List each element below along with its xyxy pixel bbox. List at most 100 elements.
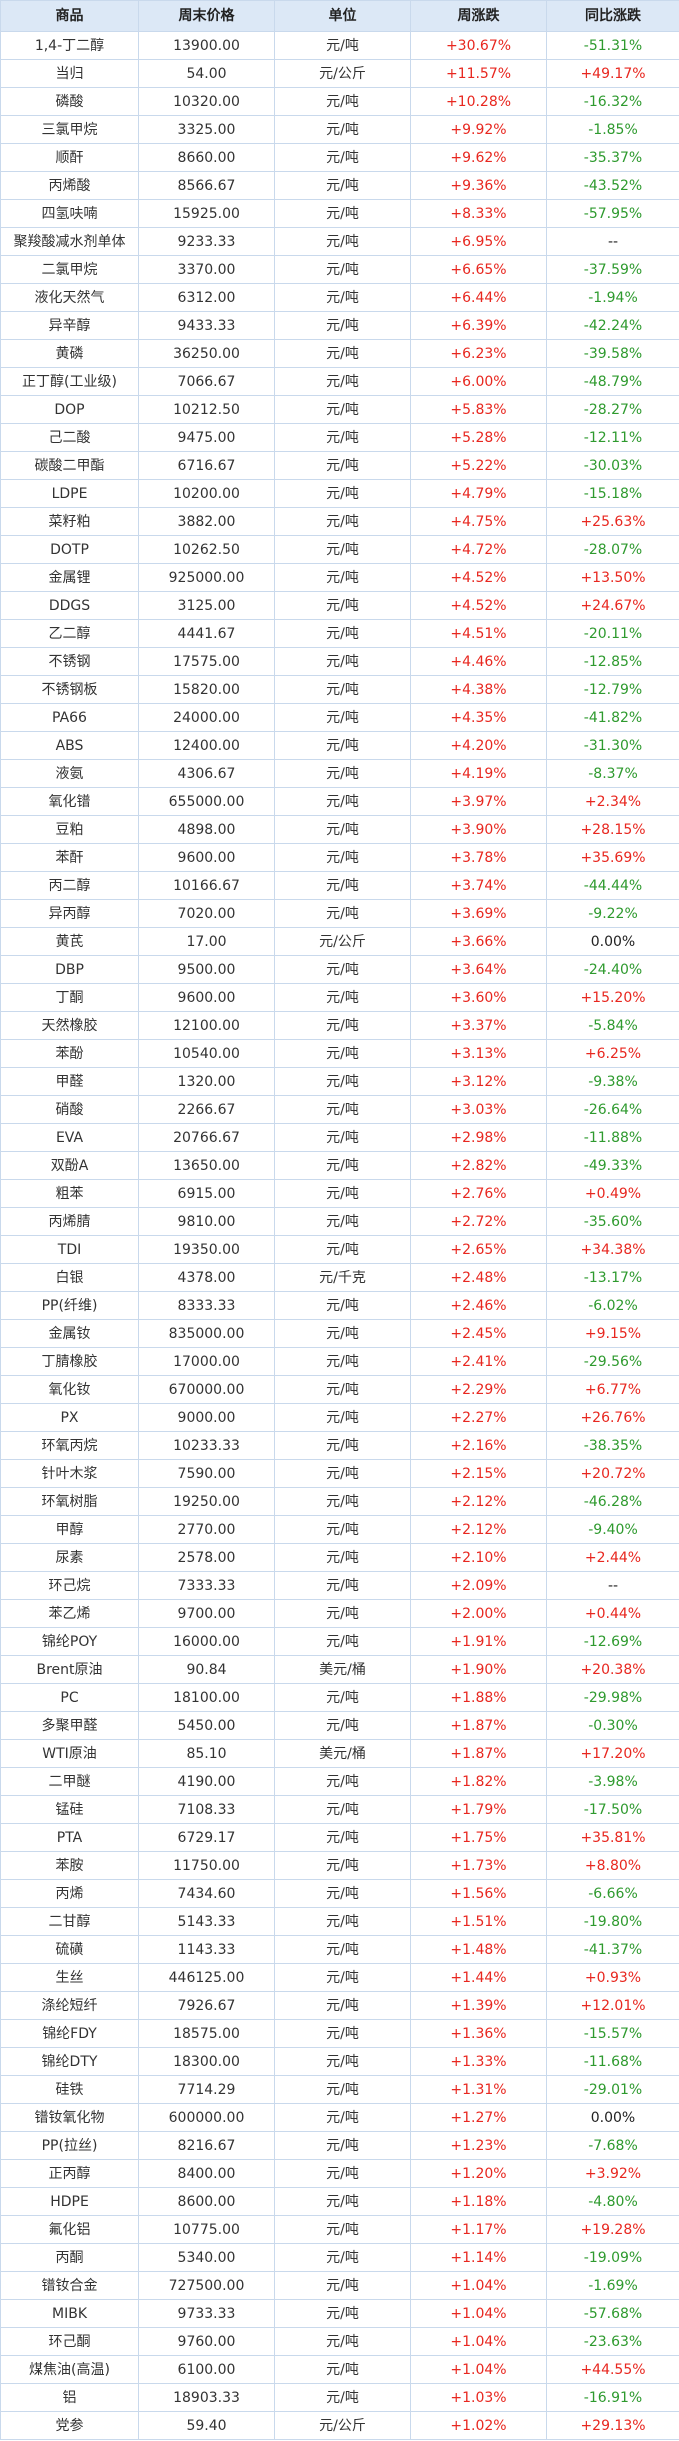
unit-cell: 元/吨 [274, 1487, 411, 1516]
yoy-change-cell: -5.84% [546, 1011, 679, 1040]
weekly-change-cell: +4.35% [410, 703, 547, 732]
unit-cell: 元/吨 [274, 2047, 411, 2076]
unit-cell: 元/吨 [274, 115, 411, 144]
table-row: 硝酸 2266.67 元/吨 +3.03% -26.64% [0, 1095, 679, 1124]
unit-cell: 元/吨 [274, 31, 411, 60]
commodity-cell: 苯酐 [0, 843, 139, 872]
weekly-change-cell: +2.10% [410, 1543, 547, 1572]
table-row: TDI 19350.00 元/吨 +2.65% +34.38% [0, 1235, 679, 1264]
price-cell: 7108.33 [138, 1795, 275, 1824]
commodity-cell: 金属锂 [0, 563, 139, 592]
yoy-change-cell: +26.76% [546, 1403, 679, 1432]
unit-cell: 元/吨 [274, 591, 411, 620]
weekly-change-cell: +6.65% [410, 255, 547, 284]
commodity-cell: 聚羧酸减水剂单体 [0, 227, 139, 256]
price-cell: 6312.00 [138, 283, 275, 312]
price-cell: 54.00 [138, 59, 275, 88]
yoy-change-cell: -6.66% [546, 1879, 679, 1908]
weekly-change-cell: +1.02% [410, 2411, 547, 2440]
table-row: 锦纶FDY 18575.00 元/吨 +1.36% -15.57% [0, 2019, 679, 2048]
unit-cell: 元/吨 [274, 507, 411, 536]
weekly-change-cell: +2.29% [410, 1375, 547, 1404]
table-row: 白银 4378.00 元/千克 +2.48% -13.17% [0, 1263, 679, 1292]
price-cell: 2770.00 [138, 1515, 275, 1544]
header-weekend-price: 周末价格 [138, 0, 275, 32]
price-cell: 4898.00 [138, 815, 275, 844]
commodity-cell: 丙烯 [0, 1879, 139, 1908]
weekly-change-cell: +1.90% [410, 1655, 547, 1684]
weekly-change-cell: +1.33% [410, 2047, 547, 2076]
commodity-cell: 甲醛 [0, 1067, 139, 1096]
weekly-change-cell: +3.60% [410, 983, 547, 1012]
yoy-change-cell: +35.81% [546, 1823, 679, 1852]
commodity-cell: 黄磷 [0, 339, 139, 368]
unit-cell: 元/吨 [274, 339, 411, 368]
price-cell: 13650.00 [138, 1151, 275, 1180]
weekly-change-cell: +3.69% [410, 899, 547, 928]
yoy-change-cell: -35.60% [546, 1207, 679, 1236]
table-row: 氟化铝 10775.00 元/吨 +1.17% +19.28% [0, 2215, 679, 2244]
table-row: 丙烯腈 9810.00 元/吨 +2.72% -35.60% [0, 1207, 679, 1236]
price-cell: 17.00 [138, 927, 275, 956]
unit-cell: 元/吨 [274, 2243, 411, 2272]
weekly-change-cell: +2.48% [410, 1263, 547, 1292]
table-row: ABS 12400.00 元/吨 +4.20% -31.30% [0, 731, 679, 760]
price-cell: 10320.00 [138, 87, 275, 116]
yoy-change-cell: -43.52% [546, 171, 679, 200]
price-cell: 5450.00 [138, 1711, 275, 1740]
unit-cell: 元/吨 [274, 1823, 411, 1852]
yoy-change-cell: -26.64% [546, 1095, 679, 1124]
table-row: EVA 20766.67 元/吨 +2.98% -11.88% [0, 1123, 679, 1152]
yoy-change-cell: +34.38% [546, 1235, 679, 1264]
table-row: 1,4-丁二醇 13900.00 元/吨 +30.67% -51.31% [0, 31, 679, 60]
table-row: 苯乙烯 9700.00 元/吨 +2.00% +0.44% [0, 1599, 679, 1628]
commodity-cell: 丙二醇 [0, 871, 139, 900]
unit-cell: 元/吨 [274, 2075, 411, 2104]
unit-cell: 元/吨 [274, 1431, 411, 1460]
weekly-change-cell: +1.75% [410, 1823, 547, 1852]
table-row: PC 18100.00 元/吨 +1.88% -29.98% [0, 1683, 679, 1712]
yoy-change-cell: -46.28% [546, 1487, 679, 1516]
yoy-change-cell: -29.01% [546, 2075, 679, 2104]
yoy-change-cell: +13.50% [546, 563, 679, 592]
price-cell: 10200.00 [138, 479, 275, 508]
price-cell: 1320.00 [138, 1067, 275, 1096]
table-row: 氧化钕 670000.00 元/吨 +2.29% +6.77% [0, 1375, 679, 1404]
weekly-change-cell: +1.39% [410, 1991, 547, 2020]
unit-cell: 元/吨 [274, 283, 411, 312]
yoy-change-cell: -51.31% [546, 31, 679, 60]
unit-cell: 元/吨 [274, 1963, 411, 1992]
commodity-cell: 氧化镨 [0, 787, 139, 816]
price-cell: 5143.33 [138, 1907, 275, 1936]
weekly-change-cell: +1.56% [410, 1879, 547, 1908]
price-cell: 7926.67 [138, 1991, 275, 2020]
yoy-change-cell: +19.28% [546, 2215, 679, 2244]
price-cell: 19350.00 [138, 1235, 275, 1264]
commodity-cell: 不锈钢 [0, 647, 139, 676]
weekly-change-cell: +3.97% [410, 787, 547, 816]
weekly-change-cell: +1.04% [410, 2271, 547, 2300]
weekly-change-cell: +2.65% [410, 1235, 547, 1264]
table-row: 氧化镨 655000.00 元/吨 +3.97% +2.34% [0, 787, 679, 816]
commodity-cell: LDPE [0, 479, 139, 508]
price-cell: 19250.00 [138, 1487, 275, 1516]
commodity-cell: DOTP [0, 535, 139, 564]
unit-cell: 元/吨 [274, 675, 411, 704]
unit-cell: 元/吨 [274, 1627, 411, 1656]
yoy-change-cell: -9.22% [546, 899, 679, 928]
commodity-cell: HDPE [0, 2187, 139, 2216]
weekly-change-cell: +1.17% [410, 2215, 547, 2244]
table-row: 液化天然气 6312.00 元/吨 +6.44% -1.94% [0, 283, 679, 312]
table-row: 多聚甲醛 5450.00 元/吨 +1.87% -0.30% [0, 1711, 679, 1740]
yoy-change-cell: +6.25% [546, 1039, 679, 1068]
price-cell: 3882.00 [138, 507, 275, 536]
yoy-change-cell: +35.69% [546, 843, 679, 872]
yoy-change-cell: -- [546, 1571, 679, 1600]
yoy-change-cell: +0.49% [546, 1179, 679, 1208]
unit-cell: 元/吨 [274, 423, 411, 452]
yoy-change-cell: -12.11% [546, 423, 679, 452]
unit-cell: 元/吨 [274, 2215, 411, 2244]
yoy-change-cell: -31.30% [546, 731, 679, 760]
price-cell: 18100.00 [138, 1683, 275, 1712]
